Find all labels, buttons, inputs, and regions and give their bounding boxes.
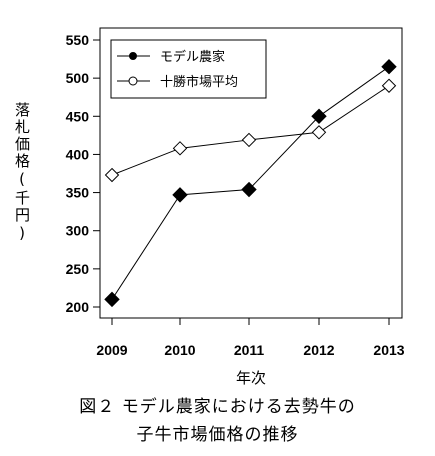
y-tick-label: 250: [66, 261, 90, 277]
data-point: [381, 78, 397, 93]
y-tick-label: 550: [66, 32, 90, 48]
legend-marker: [129, 52, 137, 60]
data-point: [104, 167, 120, 183]
y-tick-label: 200: [66, 299, 90, 315]
y-tick-label: 500: [66, 70, 90, 86]
y-axis: 200 250 300 350 400 450 500 550: [66, 32, 100, 315]
series-2: [104, 78, 397, 183]
series-line: [111, 66, 390, 300]
data-point: [172, 141, 188, 156]
y-axis-title: 落札価格(千円): [13, 102, 31, 244]
data-point: [311, 125, 327, 140]
data-point: [241, 181, 257, 198]
data-point: [241, 132, 257, 148]
y-tick-label: 400: [66, 146, 90, 162]
legend-box: [110, 39, 267, 99]
y-tick-label: 300: [66, 223, 90, 239]
figure-caption-line2: 子牛市場価格の推移: [136, 425, 299, 445]
x-tick-label: 2009: [96, 342, 127, 358]
data-point: [381, 58, 397, 75]
legend-marker: [128, 76, 138, 86]
series-line: [111, 85, 390, 176]
x-axis-title: 年次: [236, 369, 266, 387]
series-1: [104, 58, 397, 308]
x-tick-label: 2012: [303, 342, 334, 358]
x-tick-label: 2013: [373, 342, 404, 358]
y-tick-label: 450: [66, 108, 90, 124]
figure-caption-line1: 図２ モデル農家における去勢牛の: [79, 397, 356, 417]
data-point: [104, 291, 120, 308]
series-group: [104, 58, 397, 308]
x-tick-label: 2010: [164, 342, 195, 358]
legend-label: モデル農家: [160, 49, 225, 65]
plot-frame: [99, 27, 403, 319]
y-tick-label: 350: [66, 185, 90, 201]
data-point: [172, 187, 188, 203]
x-tick-label: 2011: [234, 342, 265, 358]
data-point: [311, 108, 327, 124]
legend-label: 十勝市場平均: [160, 74, 238, 90]
x-axis: 2009 2010 2011 2012 2013: [96, 318, 405, 358]
